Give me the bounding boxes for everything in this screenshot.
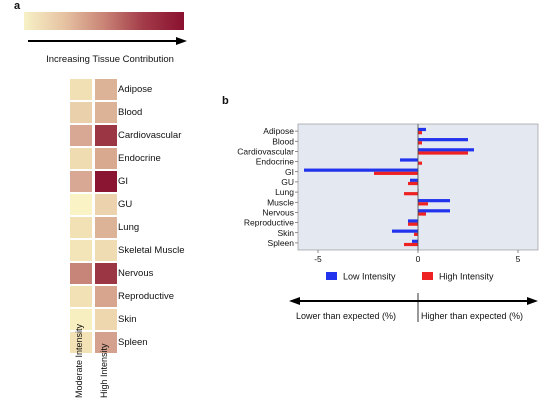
heatmap-cell — [70, 217, 92, 238]
bar-high-intensity — [408, 181, 418, 186]
heatmap-cell — [70, 194, 92, 215]
bar-low-intensity — [418, 127, 426, 132]
tissue-label: Endocrine — [118, 153, 161, 164]
increasing-arrow — [28, 37, 187, 45]
category-label: Lung — [275, 187, 294, 197]
heatmap-cell — [95, 148, 117, 169]
category-label: Cardiovascular — [237, 146, 294, 156]
heatmap-cell — [95, 79, 117, 100]
tissue-label: GI — [118, 176, 129, 187]
category-label: Blood — [272, 136, 294, 146]
heatmap-cell — [70, 125, 92, 146]
category-label: Nervous — [262, 207, 294, 217]
heatmap-cell — [70, 148, 92, 169]
bar-high-intensity — [408, 222, 418, 226]
bar-low-intensity — [418, 148, 474, 152]
heatmap-cell — [70, 171, 92, 192]
bar-low-intensity — [418, 199, 450, 203]
tissue-label: Spleen — [118, 337, 148, 348]
bar-low-intensity — [392, 229, 418, 233]
tissue-label: Blood — [118, 107, 143, 118]
heatmap-cell — [95, 332, 117, 353]
legend-swatch — [326, 272, 337, 280]
bar-high-intensity — [404, 242, 418, 247]
tissue-label: Adipose — [118, 84, 153, 95]
gradient-label: Increasing Tissue Contribution — [46, 54, 174, 65]
arrow-head-left — [289, 297, 300, 305]
tissue-label: Cardiovascular — [118, 130, 182, 141]
heatmap-cell — [70, 102, 92, 123]
tissue-label: Nervous — [118, 268, 154, 279]
heatmap-cell — [95, 217, 117, 238]
bar-low-intensity — [410, 178, 418, 182]
heatmap-cell — [70, 79, 92, 100]
heatmap-cell — [70, 332, 92, 353]
lower-than-expected-label: Lower than expected (%) — [296, 311, 396, 321]
bar-low-intensity — [412, 239, 418, 243]
higher-than-expected-label: Higher than expected (%) — [421, 311, 523, 321]
bar-high-intensity — [404, 192, 418, 196]
bar-low-intensity — [400, 158, 418, 162]
tissue-label: Lung — [118, 222, 140, 233]
heatmap-cell — [95, 240, 117, 261]
bar-high-intensity — [418, 212, 426, 216]
heatmap-cell — [70, 263, 92, 284]
tissue-label: GU — [118, 199, 133, 210]
heatmap-cell — [70, 286, 92, 307]
category-label: GU — [281, 177, 294, 187]
legend-label: Low Intensity — [343, 272, 396, 282]
panel-b-letter: b — [222, 95, 229, 107]
tissue-label: Skin — [118, 314, 137, 325]
heatmap-cell — [70, 240, 92, 261]
heatmap-cell — [70, 309, 92, 330]
bar-low-intensity — [304, 168, 418, 172]
tissue-label: Skeletal Muscle — [118, 245, 185, 256]
arrow-head-right — [527, 297, 538, 305]
heatmap-cell — [95, 102, 117, 123]
heatmap-cell — [95, 125, 117, 146]
heatmap-cell — [95, 286, 117, 307]
bar-high-intensity — [374, 171, 418, 175]
bar-high-intensity — [418, 161, 422, 165]
heatmap-cell — [95, 263, 117, 284]
bar-high-intensity — [418, 141, 422, 145]
tissue-contribution-gradient — [24, 12, 184, 30]
legend-swatch — [422, 272, 433, 280]
category-label: Skin — [277, 228, 294, 238]
bar-high-intensity — [418, 202, 428, 206]
bar-high-intensity — [414, 232, 418, 236]
legend-label: High Intensity — [439, 272, 494, 282]
x-tick-label: 0 — [416, 254, 421, 264]
bar-high-intensity — [418, 151, 468, 155]
heatmap-cell — [95, 194, 117, 215]
bar-low-intensity — [408, 219, 418, 223]
category-label: GI — [285, 167, 294, 177]
category-label: Spleen — [268, 238, 295, 248]
category-label: Muscle — [267, 197, 294, 207]
heatmap-cell — [95, 171, 117, 192]
category-label: Reproductive — [244, 218, 294, 228]
x-tick-label: 5 — [516, 254, 521, 264]
x-tick-label: -5 — [314, 254, 322, 264]
heatmap-cell — [95, 309, 117, 330]
panel-a-letter: a — [14, 0, 21, 12]
bar-low-intensity — [418, 138, 468, 142]
bar-high-intensity — [418, 131, 422, 135]
category-label: Endocrine — [256, 157, 295, 167]
tissue-label: Reproductive — [118, 291, 174, 302]
category-label: Adipose — [263, 126, 294, 136]
bar-low-intensity — [418, 209, 450, 213]
